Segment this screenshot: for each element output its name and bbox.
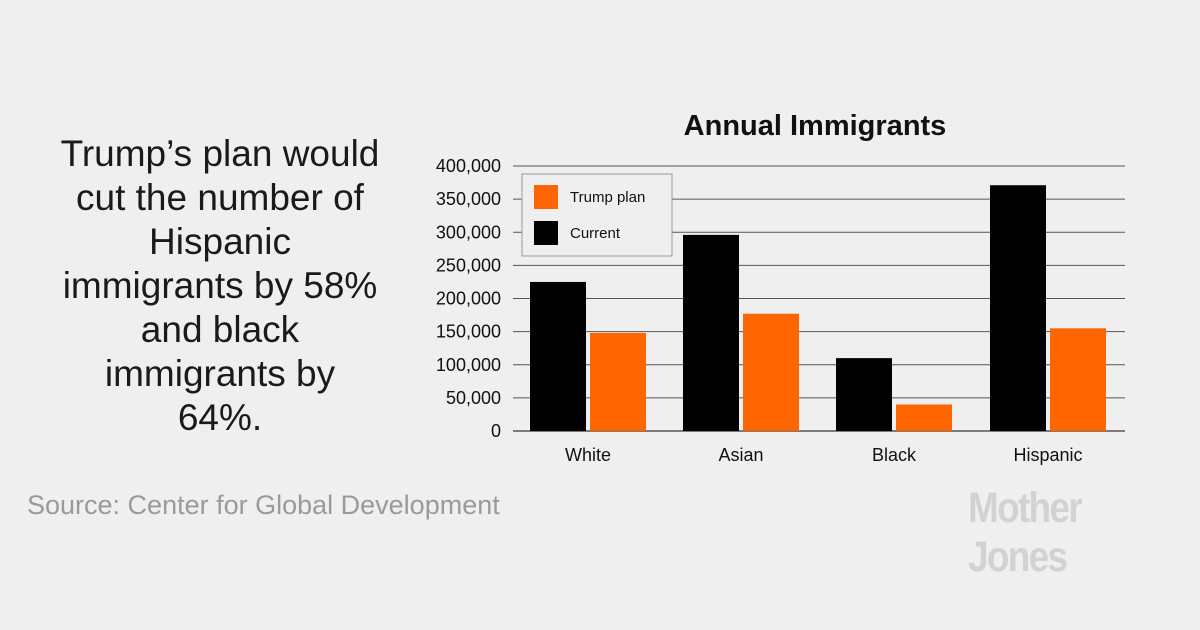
bar-current-hispanic — [990, 185, 1046, 431]
y-tick-label: 200,000 — [436, 289, 501, 309]
source-note: Source: Center for Global Development — [27, 490, 500, 520]
legend-label: Trump plan — [570, 189, 645, 206]
bar-trump-plan-black — [896, 404, 952, 431]
bar-trump-plan-hispanic — [1050, 328, 1106, 431]
bar-trump-plan-white — [590, 332, 646, 431]
chart-title: Annual Immigrants — [683, 110, 947, 142]
y-tick-label: 150,000 — [436, 322, 501, 342]
y-tick-label: 100,000 — [436, 355, 501, 375]
y-tick-label: 50,000 — [446, 388, 501, 408]
legend-swatch — [534, 221, 558, 245]
x-tick-label: Hispanic — [1013, 445, 1082, 465]
bar-current-white — [530, 281, 586, 431]
headline: Trump’s plan would cut the number of His… — [60, 133, 380, 438]
y-tick-label: 0 — [491, 421, 501, 441]
legend-swatch — [534, 185, 558, 209]
x-tick-label: Black — [872, 445, 917, 465]
mother-jones-logo: Mother Jones — [968, 484, 1083, 581]
bar-current-asian — [683, 234, 739, 431]
y-tick-label: 400,000 — [436, 156, 501, 176]
legend-label: Current — [570, 225, 621, 242]
bar-current-black — [836, 358, 892, 431]
y-tick-label: 300,000 — [436, 222, 501, 242]
x-tick-label: White — [565, 445, 611, 465]
bar-trump-plan-asian — [743, 313, 799, 431]
x-tick-label: Asian — [718, 445, 763, 465]
y-tick-label: 350,000 — [436, 189, 501, 209]
y-tick-label: 250,000 — [436, 255, 501, 275]
